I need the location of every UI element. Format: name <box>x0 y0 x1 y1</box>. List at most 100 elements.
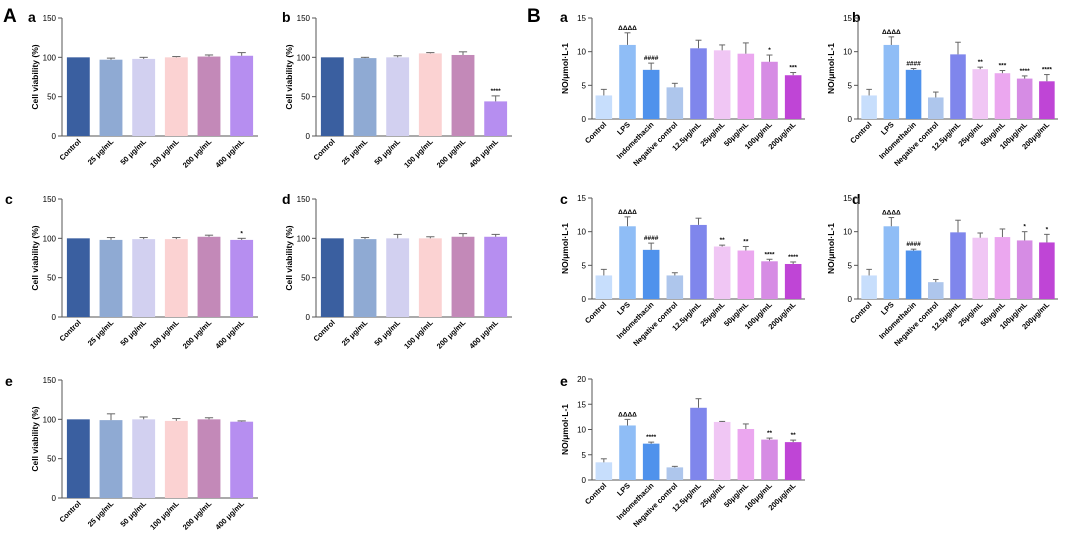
bar <box>994 73 1011 119</box>
significance-label: * <box>1023 224 1026 231</box>
significance-label: ΔΔΔΔ <box>882 29 901 36</box>
bar <box>66 419 90 498</box>
significance-label: ΔΔΔΔ <box>618 411 637 418</box>
chart-A-e: e 0 50 100 150 Cell viability (%) Control 25 μg… <box>5 373 258 532</box>
significance-label: #### <box>906 241 921 248</box>
y-tick-label: 150 <box>297 195 311 204</box>
bar <box>230 239 254 317</box>
bar <box>197 419 221 498</box>
bar <box>99 59 123 137</box>
y-tick-label: 0 <box>848 295 853 304</box>
x-tick-label: 25 μg/mL <box>86 499 116 529</box>
y-tick-label: 150 <box>297 14 311 23</box>
bar <box>642 69 660 119</box>
y-axis-label: Cell viability (%) <box>30 225 40 290</box>
bar <box>619 226 636 299</box>
y-tick-label: 50 <box>47 455 56 464</box>
bar <box>950 54 966 119</box>
x-tick-label: Control <box>58 318 83 343</box>
x-tick-label: 25 μg/mL <box>86 318 116 348</box>
bar <box>861 275 877 299</box>
y-axis-label: NO/μmol·L-1 <box>560 404 570 455</box>
x-tick-label: Control <box>58 137 83 162</box>
bar <box>197 56 221 137</box>
x-tick-label: 400 μg/mL <box>213 137 246 170</box>
y-tick-label: 100 <box>43 415 57 424</box>
bar <box>451 54 475 137</box>
bar <box>230 55 254 137</box>
significance-label: * <box>240 230 243 237</box>
chart-B-d: d051015NO/μmol·L-1ControlΔΔΔΔLPS####Indo… <box>826 191 1058 348</box>
bar <box>905 69 922 119</box>
x-tick-label: 25 μg/mL <box>86 137 116 167</box>
bar <box>666 87 684 119</box>
x-tick-label: 50 μg/mL <box>118 137 148 167</box>
bar <box>451 236 475 317</box>
significance-label: ** <box>978 59 984 66</box>
bar <box>132 419 156 498</box>
x-tick-label: 400 μg/mL <box>467 137 500 170</box>
x-tick-label: 25 μg/mL <box>340 137 370 167</box>
y-axis-label: NO/μmol·L-1 <box>826 223 836 274</box>
x-tick-label: 50 μg/mL <box>372 318 402 348</box>
bar <box>197 236 221 317</box>
bar <box>418 53 442 136</box>
significance-label: #### <box>906 61 921 68</box>
panel-label-B: B <box>527 6 541 27</box>
x-tick-label: 25μg/mL <box>698 300 726 328</box>
bar <box>666 275 684 299</box>
bar <box>1016 78 1033 119</box>
bar <box>320 57 344 137</box>
x-tick-label: 200 μg/mL <box>181 318 214 351</box>
bar <box>690 48 707 119</box>
bar <box>132 58 156 137</box>
bar <box>883 226 900 299</box>
bar <box>164 57 188 137</box>
significance-label: **** <box>788 254 799 261</box>
x-tick-label: 200 μg/mL <box>181 137 214 170</box>
bar <box>928 282 944 299</box>
bar <box>386 238 410 317</box>
chart-B-c: c051015NO/μmol·L-1ControlΔΔΔΔLPS####Indo… <box>560 191 805 348</box>
x-tick-label: 50 μg/mL <box>118 499 148 529</box>
x-tick-label: Control <box>848 120 873 145</box>
y-tick-label: 0 <box>582 295 587 304</box>
bar <box>320 238 344 317</box>
y-tick-label: 0 <box>582 115 587 124</box>
y-axis-label: Cell viability (%) <box>284 44 294 109</box>
y-tick-label: 150 <box>43 195 57 204</box>
bar <box>666 467 684 480</box>
bar <box>690 407 707 480</box>
y-tick-label: 5 <box>582 261 587 270</box>
bar <box>66 57 90 137</box>
bar <box>418 238 442 317</box>
bar <box>737 250 755 299</box>
bar <box>619 425 636 480</box>
y-tick-label: 50 <box>47 274 56 283</box>
significance-label: * <box>768 47 771 54</box>
chart-sub-label: d <box>852 191 861 207</box>
y-tick-label: 50 <box>301 93 310 102</box>
y-tick-label: 150 <box>43 376 57 385</box>
bar <box>737 53 755 119</box>
bar <box>164 420 188 498</box>
x-tick-label: 200 μg/mL <box>435 318 468 351</box>
bar <box>928 97 944 119</box>
panel-label-A: A <box>3 6 17 27</box>
y-tick-label: 0 <box>582 476 587 485</box>
significance-label: **** <box>1020 68 1031 75</box>
significance-label: ΔΔΔΔ <box>618 25 637 32</box>
y-tick-label: 0 <box>848 115 853 124</box>
y-tick-label: 0 <box>52 132 57 141</box>
y-tick-label: 5 <box>582 451 587 460</box>
x-tick-label: LPS <box>615 120 632 137</box>
x-tick-label: LPS <box>615 481 632 498</box>
bar <box>484 101 508 136</box>
bar <box>905 250 922 299</box>
x-tick-label: Control <box>312 318 337 343</box>
x-tick-label: LPS <box>879 120 896 137</box>
y-tick-label: 50 <box>301 274 310 283</box>
bar <box>784 263 802 299</box>
chart-sub-label: b <box>852 9 861 25</box>
